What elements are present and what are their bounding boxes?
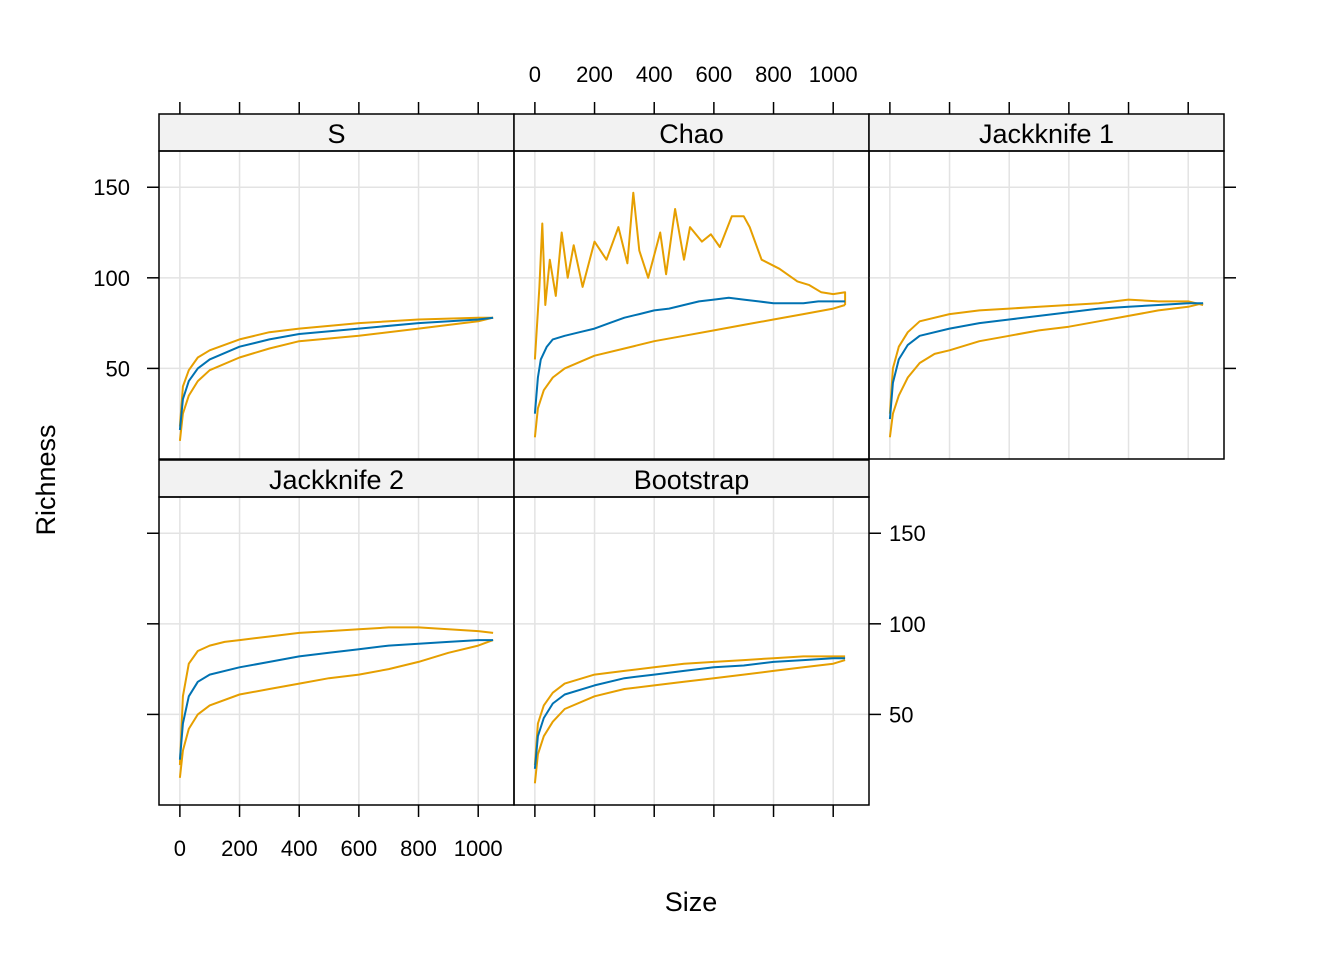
strip-label: Bootstrap bbox=[634, 465, 750, 495]
x-tick-label: 800 bbox=[755, 62, 792, 87]
series-upper-line bbox=[888, 298, 1204, 414]
x-tick-label: 1000 bbox=[809, 62, 858, 87]
panel-jackknife-2: Jackknife 2 bbox=[158, 459, 515, 806]
series-estimate-line bbox=[533, 296, 846, 414]
x-tick-label: 0 bbox=[529, 62, 541, 87]
panel-jackknife-1: Jackknife 1 bbox=[868, 113, 1225, 460]
y-tick-label: 50 bbox=[889, 702, 913, 727]
x-tick-label: 600 bbox=[341, 836, 378, 861]
series-estimate-line bbox=[178, 316, 494, 431]
x-tick-label: 0 bbox=[174, 836, 186, 861]
strip-label: Jackknife 1 bbox=[979, 119, 1114, 149]
y-tick-label: 150 bbox=[889, 521, 926, 546]
y-tick-label: 100 bbox=[889, 612, 926, 637]
y-tick-label: 100 bbox=[93, 266, 130, 291]
x-tick-label: 200 bbox=[576, 62, 613, 87]
strip-background bbox=[513, 459, 870, 498]
series-upper-line bbox=[178, 316, 494, 427]
strip-background bbox=[868, 113, 1225, 152]
series-upper-line bbox=[533, 191, 847, 360]
series-lower-line bbox=[178, 316, 494, 442]
panel-border bbox=[158, 150, 515, 460]
series-upper-line bbox=[178, 626, 494, 766]
series-lower-line bbox=[533, 304, 846, 438]
strip-label: Chao bbox=[659, 119, 724, 149]
series-lower-line bbox=[533, 659, 846, 784]
strip-label: Jackknife 2 bbox=[269, 465, 404, 495]
series-upper-line bbox=[533, 655, 846, 766]
panel-bootstrap: Bootstrap bbox=[513, 459, 870, 806]
strip-label: S bbox=[327, 119, 345, 149]
y-tick-label: 150 bbox=[93, 175, 130, 200]
series-estimate-line bbox=[888, 302, 1204, 420]
series-estimate-line bbox=[178, 639, 494, 760]
panels-layer: S Chao Jackknife 1 Jackknife 2 Bootstrap bbox=[158, 113, 1225, 806]
x-tick-label: 600 bbox=[696, 62, 733, 87]
x-tick-label: 1000 bbox=[454, 836, 503, 861]
axes-layer: 0 200 400 600 800 1000 0 200 400 600 800 1000 50 100 1… bbox=[93, 62, 1236, 861]
series-estimate-line bbox=[533, 657, 846, 769]
x-tick-label: 400 bbox=[636, 62, 673, 87]
series-lower-line bbox=[178, 639, 494, 778]
x-tick-label: 200 bbox=[221, 836, 258, 861]
x-tick-label: 800 bbox=[400, 836, 437, 861]
series-lower-line bbox=[888, 302, 1204, 438]
panel-s: S bbox=[158, 113, 515, 460]
y-axis-title: Richness bbox=[31, 424, 61, 535]
y-tick-label: 50 bbox=[106, 356, 130, 381]
x-axis-title: Size bbox=[665, 887, 718, 917]
panel-border bbox=[868, 150, 1225, 460]
panel-border bbox=[513, 496, 870, 806]
strip-background bbox=[513, 113, 870, 152]
x-tick-label: 400 bbox=[281, 836, 318, 861]
panel-chao: Chao bbox=[513, 113, 870, 460]
panel-border bbox=[513, 150, 870, 460]
